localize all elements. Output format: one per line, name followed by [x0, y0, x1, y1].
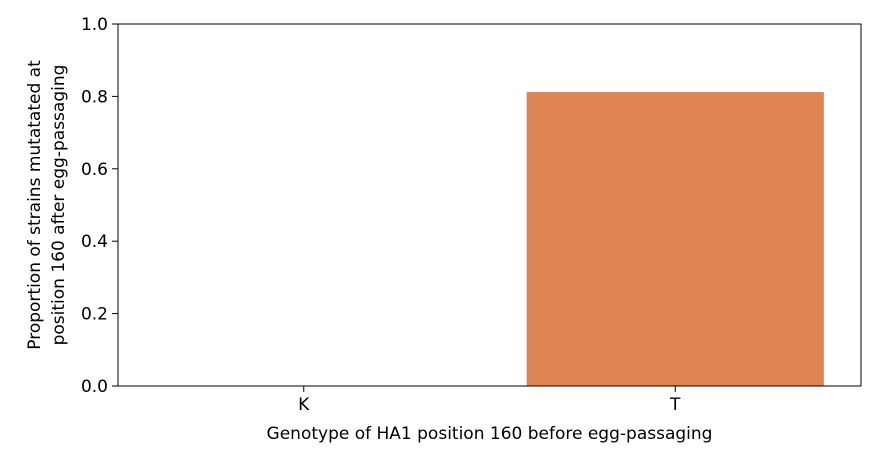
y-tick-label: 1.0 [81, 15, 108, 35]
y-axis-label-line-2: position 160 after egg-passaging [49, 65, 69, 346]
plot-area-frame [117, 23, 862, 387]
y-tick-label: 0.0 [81, 377, 108, 397]
y-axis-ticks: 0.0 0.2 0.4 0.6 0.8 1.0 [81, 15, 118, 397]
y-tick-label: 0.2 [81, 305, 108, 325]
bar-t [526, 92, 824, 386]
y-tick-label: 0.8 [81, 87, 108, 107]
y-tick-label: 0.6 [81, 160, 108, 180]
x-tick-label: K [298, 395, 310, 415]
y-tick-label: 0.4 [81, 232, 108, 252]
x-tick-label: T [669, 395, 681, 415]
y-axis-label-line-1: Proportion of strains mutatated at [25, 60, 45, 350]
bars [526, 92, 824, 386]
x-axis-label: Genotype of HA1 position 160 before egg-… [267, 424, 713, 444]
